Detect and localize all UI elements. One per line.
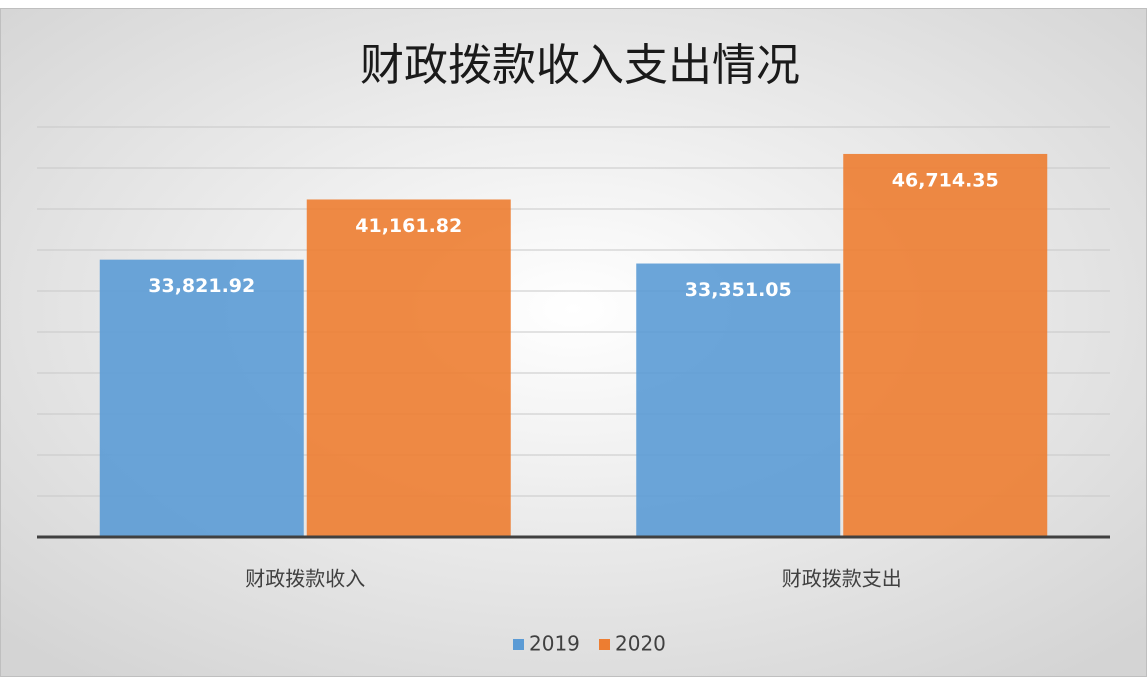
bar	[636, 263, 841, 537]
legend-swatch	[513, 639, 524, 650]
bar	[306, 199, 511, 537]
x-tick-label: 财政拨款收入	[245, 567, 365, 591]
legend-label: 2020	[615, 632, 666, 656]
value-label: 46,714.35	[892, 169, 999, 191]
value-label: 41,161.82	[355, 215, 462, 237]
chart-title: 财政拨款收入支出情况	[360, 40, 800, 91]
bar	[99, 259, 304, 537]
legend-label: 2019	[529, 632, 580, 656]
value-label: 33,821.92	[148, 275, 255, 297]
value-label: 33,351.05	[685, 279, 792, 301]
x-tick-label: 财政拨款支出	[782, 567, 902, 591]
legend-swatch	[599, 639, 610, 650]
bar	[843, 153, 1048, 538]
